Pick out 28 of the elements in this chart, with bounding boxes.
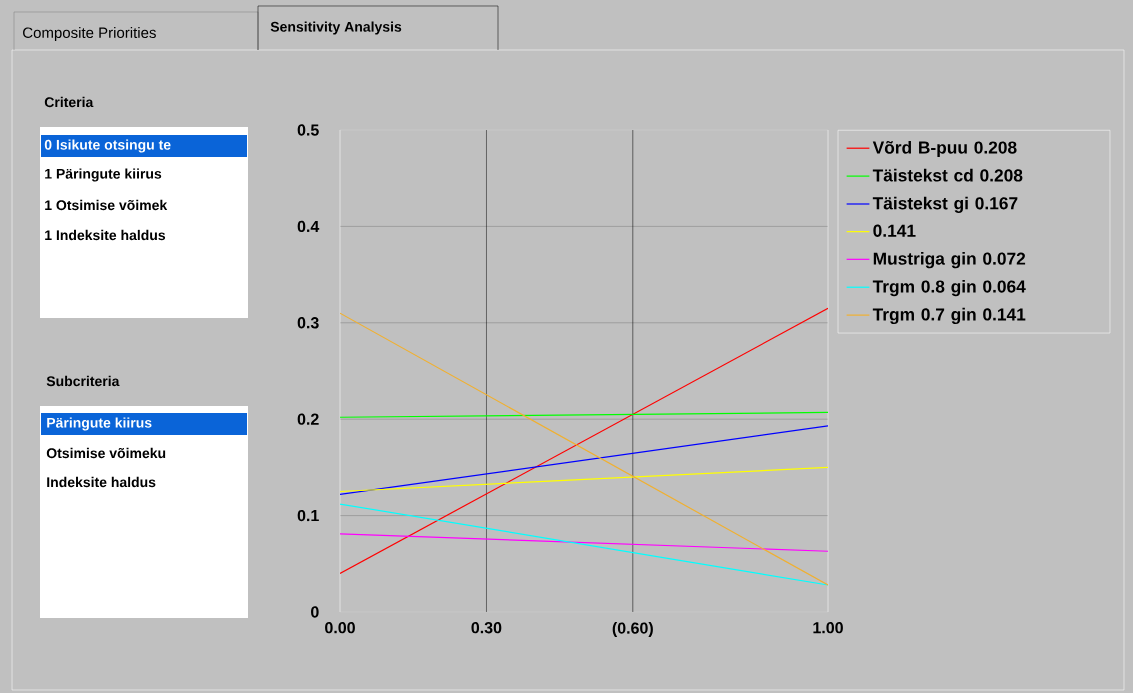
text: 1 Otsimise võimek [45,199,168,211]
x-tick-label: (0.60) [612,622,653,637]
y-tick-label: 0.3 [297,317,319,329]
text: Subcriteria [46,375,120,387]
legend-label: Trgm 0.7 gin 0.141 [872,307,1026,325]
text: Otsimise võimeku [46,447,166,459]
text: Sensitivity Analysis [270,21,402,35]
y-tick-label: 0.2 [297,413,319,425]
legend-label: 0.141 [873,224,916,237]
y-tick-label: 0 [311,606,319,618]
y-tick-label: 0.1 [297,509,319,522]
text: 1 Päringute kiirus [45,168,162,182]
legend-label: Võrd B-puu 0.208 [872,140,1017,158]
x-tick-label: 0.00 [325,622,355,634]
legend-label: Trgm 0.8 gin 0.064 [872,279,1026,297]
x-tick-label: 1.00 [813,622,843,634]
text: 0 Isikute otsingu te [44,139,171,153]
legend-label: Mustriga gin 0.072 [873,252,1026,269]
y-tick-label: 0.4 [297,220,320,233]
x-tick-label: 0.30 [471,622,502,634]
legend-label: Täistekst gi 0.167 [872,196,1018,213]
text: Indeksite haldus [47,476,156,488]
legend-label: Täistekst cd 0.208 [872,168,1023,182]
y-tick-label: 0.5 [297,124,319,136]
text: 1 Indeksite haldus [45,229,166,241]
text: Criteria [44,96,94,108]
text: Päringute kiirus [47,417,152,431]
text: Composite Priorities [23,27,156,41]
